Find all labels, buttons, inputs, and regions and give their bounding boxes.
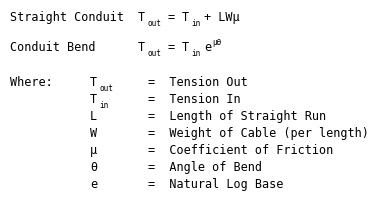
- Text: =  Angle of Bend: = Angle of Bend: [148, 161, 262, 174]
- Text: + LWμ: + LWμ: [204, 11, 240, 24]
- Text: =: =: [168, 11, 175, 24]
- Text: W: W: [90, 127, 97, 140]
- Text: e: e: [204, 41, 211, 54]
- Text: L: L: [90, 110, 97, 123]
- Text: in: in: [191, 49, 200, 58]
- Text: Conduit Bend: Conduit Bend: [10, 41, 95, 54]
- Text: μ: μ: [90, 144, 97, 157]
- Text: =  Coefficient of Friction: = Coefficient of Friction: [148, 144, 333, 157]
- Text: out: out: [147, 19, 161, 28]
- Text: =  Natural Log Base: = Natural Log Base: [148, 178, 283, 191]
- Text: Where:: Where:: [10, 76, 53, 89]
- Text: T: T: [138, 11, 145, 24]
- Text: out: out: [99, 84, 113, 93]
- Text: in: in: [191, 19, 200, 28]
- Text: in: in: [99, 101, 108, 110]
- Text: =  Tension In: = Tension In: [148, 93, 240, 106]
- Text: θ: θ: [90, 161, 97, 174]
- Text: Straight Conduit: Straight Conduit: [10, 11, 124, 24]
- Text: =: =: [168, 41, 175, 54]
- Text: T: T: [90, 93, 97, 106]
- Text: out: out: [147, 49, 161, 58]
- Text: T: T: [90, 76, 97, 89]
- Text: T: T: [182, 41, 189, 54]
- Text: =  Weight of Cable (per length): = Weight of Cable (per length): [148, 127, 369, 140]
- Text: e: e: [90, 178, 97, 191]
- Text: =  Length of Straight Run: = Length of Straight Run: [148, 110, 326, 123]
- Text: T: T: [182, 11, 189, 24]
- Text: μθ: μθ: [212, 38, 221, 47]
- Text: T: T: [138, 41, 145, 54]
- Text: =  Tension Out: = Tension Out: [148, 76, 248, 89]
